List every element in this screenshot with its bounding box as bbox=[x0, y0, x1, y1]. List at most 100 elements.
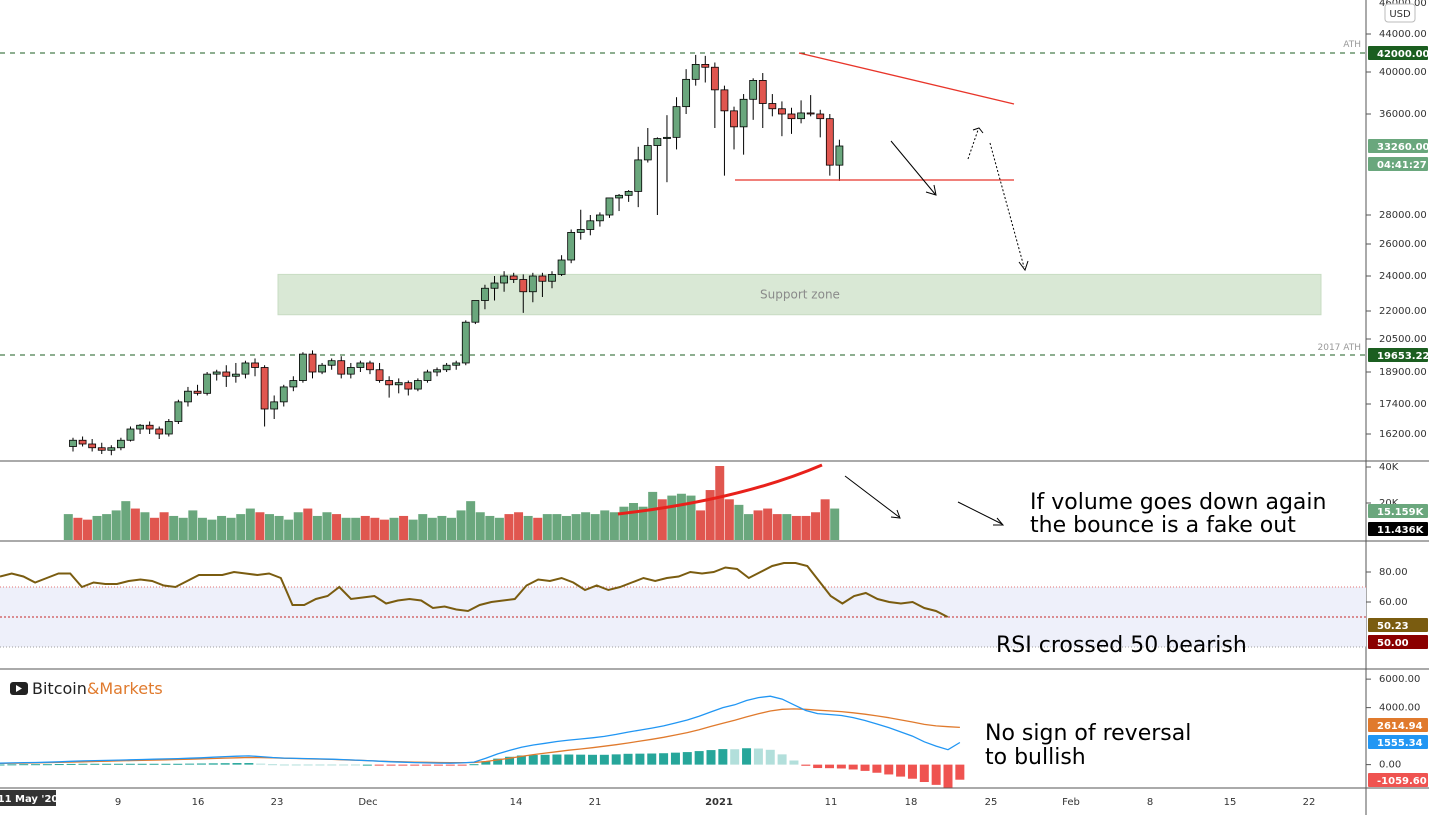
rsi-tick: 80.00 bbox=[1379, 567, 1408, 578]
volume-bar bbox=[351, 517, 361, 540]
macd-histogram-bar bbox=[327, 764, 337, 766]
candle bbox=[615, 194, 623, 212]
macd-histogram-bar bbox=[315, 764, 325, 766]
time-axis-label: 8 bbox=[1147, 797, 1153, 808]
macd-histogram-bar bbox=[540, 754, 550, 765]
candle bbox=[816, 109, 825, 138]
svg-text:15.159K: 15.159K bbox=[1377, 507, 1425, 518]
volume-bar bbox=[743, 514, 753, 540]
macd-histogram-bar bbox=[149, 763, 159, 765]
macd-histogram-bar bbox=[552, 754, 562, 765]
rsi-note: RSI crossed 50 bearish bbox=[996, 633, 1247, 658]
macd-histogram-bar bbox=[872, 764, 882, 773]
candle bbox=[787, 107, 796, 134]
volume-bar bbox=[523, 515, 533, 540]
candle-body bbox=[730, 110, 738, 128]
volume-bar bbox=[753, 510, 763, 540]
volume-bar bbox=[581, 512, 591, 540]
volume-arrow-2 bbox=[957, 501, 1003, 525]
svg-text:19653.22: 19653.22 bbox=[1377, 351, 1429, 362]
macd-histogram-bar bbox=[78, 763, 88, 765]
svg-text:2614.94: 2614.94 bbox=[1377, 721, 1423, 732]
candle-body bbox=[174, 401, 183, 422]
macd-histogram-bar bbox=[374, 764, 384, 766]
candle-body bbox=[203, 373, 212, 394]
macd-value-badge: 1555.34 bbox=[1368, 735, 1428, 749]
candle-body bbox=[825, 118, 834, 166]
candle-body bbox=[567, 231, 576, 261]
macd-histogram-bar bbox=[386, 764, 396, 766]
price-tick: 40000.00 bbox=[1379, 67, 1427, 78]
volume-rising-curve bbox=[617, 463, 823, 516]
volume-bar bbox=[92, 515, 102, 540]
volume-bar bbox=[475, 512, 485, 540]
candle bbox=[768, 94, 777, 117]
macd-histogram-bar bbox=[303, 764, 313, 766]
macd-tick: 0.00 bbox=[1379, 760, 1401, 771]
candle-body bbox=[241, 362, 250, 375]
time-axis-label: 14 bbox=[510, 797, 523, 808]
candle-body bbox=[346, 367, 355, 375]
candle bbox=[107, 445, 116, 456]
candle bbox=[691, 54, 700, 86]
macd-histogram-bar bbox=[599, 754, 609, 765]
candle-body bbox=[691, 64, 700, 80]
macd-histogram-bar bbox=[765, 749, 775, 765]
volume-bar bbox=[763, 508, 773, 540]
candle-body bbox=[701, 64, 710, 68]
macd-histogram-bar bbox=[196, 763, 206, 765]
candle-body bbox=[490, 282, 499, 289]
candle bbox=[749, 78, 758, 120]
rsi-line bbox=[0, 562, 949, 618]
currency-box[interactable] bbox=[1384, 3, 1416, 23]
candle bbox=[452, 360, 461, 370]
candle-body bbox=[538, 275, 547, 282]
volume-bar bbox=[705, 490, 715, 540]
volume-bar bbox=[657, 499, 667, 540]
candle bbox=[78, 436, 87, 447]
macd-histogram-bar bbox=[0, 764, 5, 766]
volume-bar bbox=[734, 504, 744, 540]
price-axis-ticks: 46000.0044000.0040000.0036000.0028000.00… bbox=[1366, 0, 1427, 771]
volume-bar bbox=[686, 495, 696, 540]
candle bbox=[442, 362, 451, 372]
macd-histogram-bar bbox=[410, 764, 420, 766]
candle-body bbox=[126, 428, 135, 441]
macd-histogram-bar bbox=[955, 764, 965, 780]
volume-bar bbox=[485, 515, 495, 540]
candle bbox=[97, 442, 106, 454]
macd-histogram-bar bbox=[114, 763, 123, 765]
macd-histogram-bar bbox=[469, 764, 479, 766]
macd-histogram-bar bbox=[137, 763, 147, 765]
macd-histogram-bar bbox=[706, 750, 716, 765]
macd-histogram-bar bbox=[528, 754, 538, 765]
macd-histogram-bar bbox=[860, 764, 870, 771]
rsi-tick: 60.00 bbox=[1379, 597, 1408, 608]
candle bbox=[155, 426, 164, 439]
volume-bar bbox=[830, 508, 840, 540]
price-axis-badges: 42000.00 33260.00 04:41:27 19653.22 15.159K 1… bbox=[1368, 46, 1429, 787]
volume-arrow-1 bbox=[844, 475, 900, 518]
svg-text:1555.34: 1555.34 bbox=[1377, 738, 1423, 749]
candle bbox=[653, 137, 662, 215]
macd-histogram-bar bbox=[884, 764, 894, 775]
candle bbox=[394, 378, 403, 394]
candle-body bbox=[643, 145, 652, 161]
volume-bar bbox=[427, 517, 437, 540]
volume-bar bbox=[111, 510, 121, 540]
volume-bar bbox=[667, 495, 677, 540]
candle-body bbox=[433, 369, 441, 373]
candle bbox=[730, 106, 738, 150]
macd-histogram-bar bbox=[7, 764, 17, 766]
macd-histogram-bar bbox=[161, 763, 171, 765]
volume-bar bbox=[264, 514, 274, 540]
macd-histogram-bar bbox=[753, 748, 763, 765]
volume-bar bbox=[341, 517, 351, 540]
candle bbox=[461, 320, 470, 366]
candle-body bbox=[337, 360, 346, 375]
candle-body bbox=[586, 220, 595, 230]
price-tick: 24000.00 bbox=[1379, 271, 1427, 282]
candle-body bbox=[557, 259, 566, 275]
candle bbox=[528, 272, 537, 303]
candle bbox=[260, 365, 269, 427]
